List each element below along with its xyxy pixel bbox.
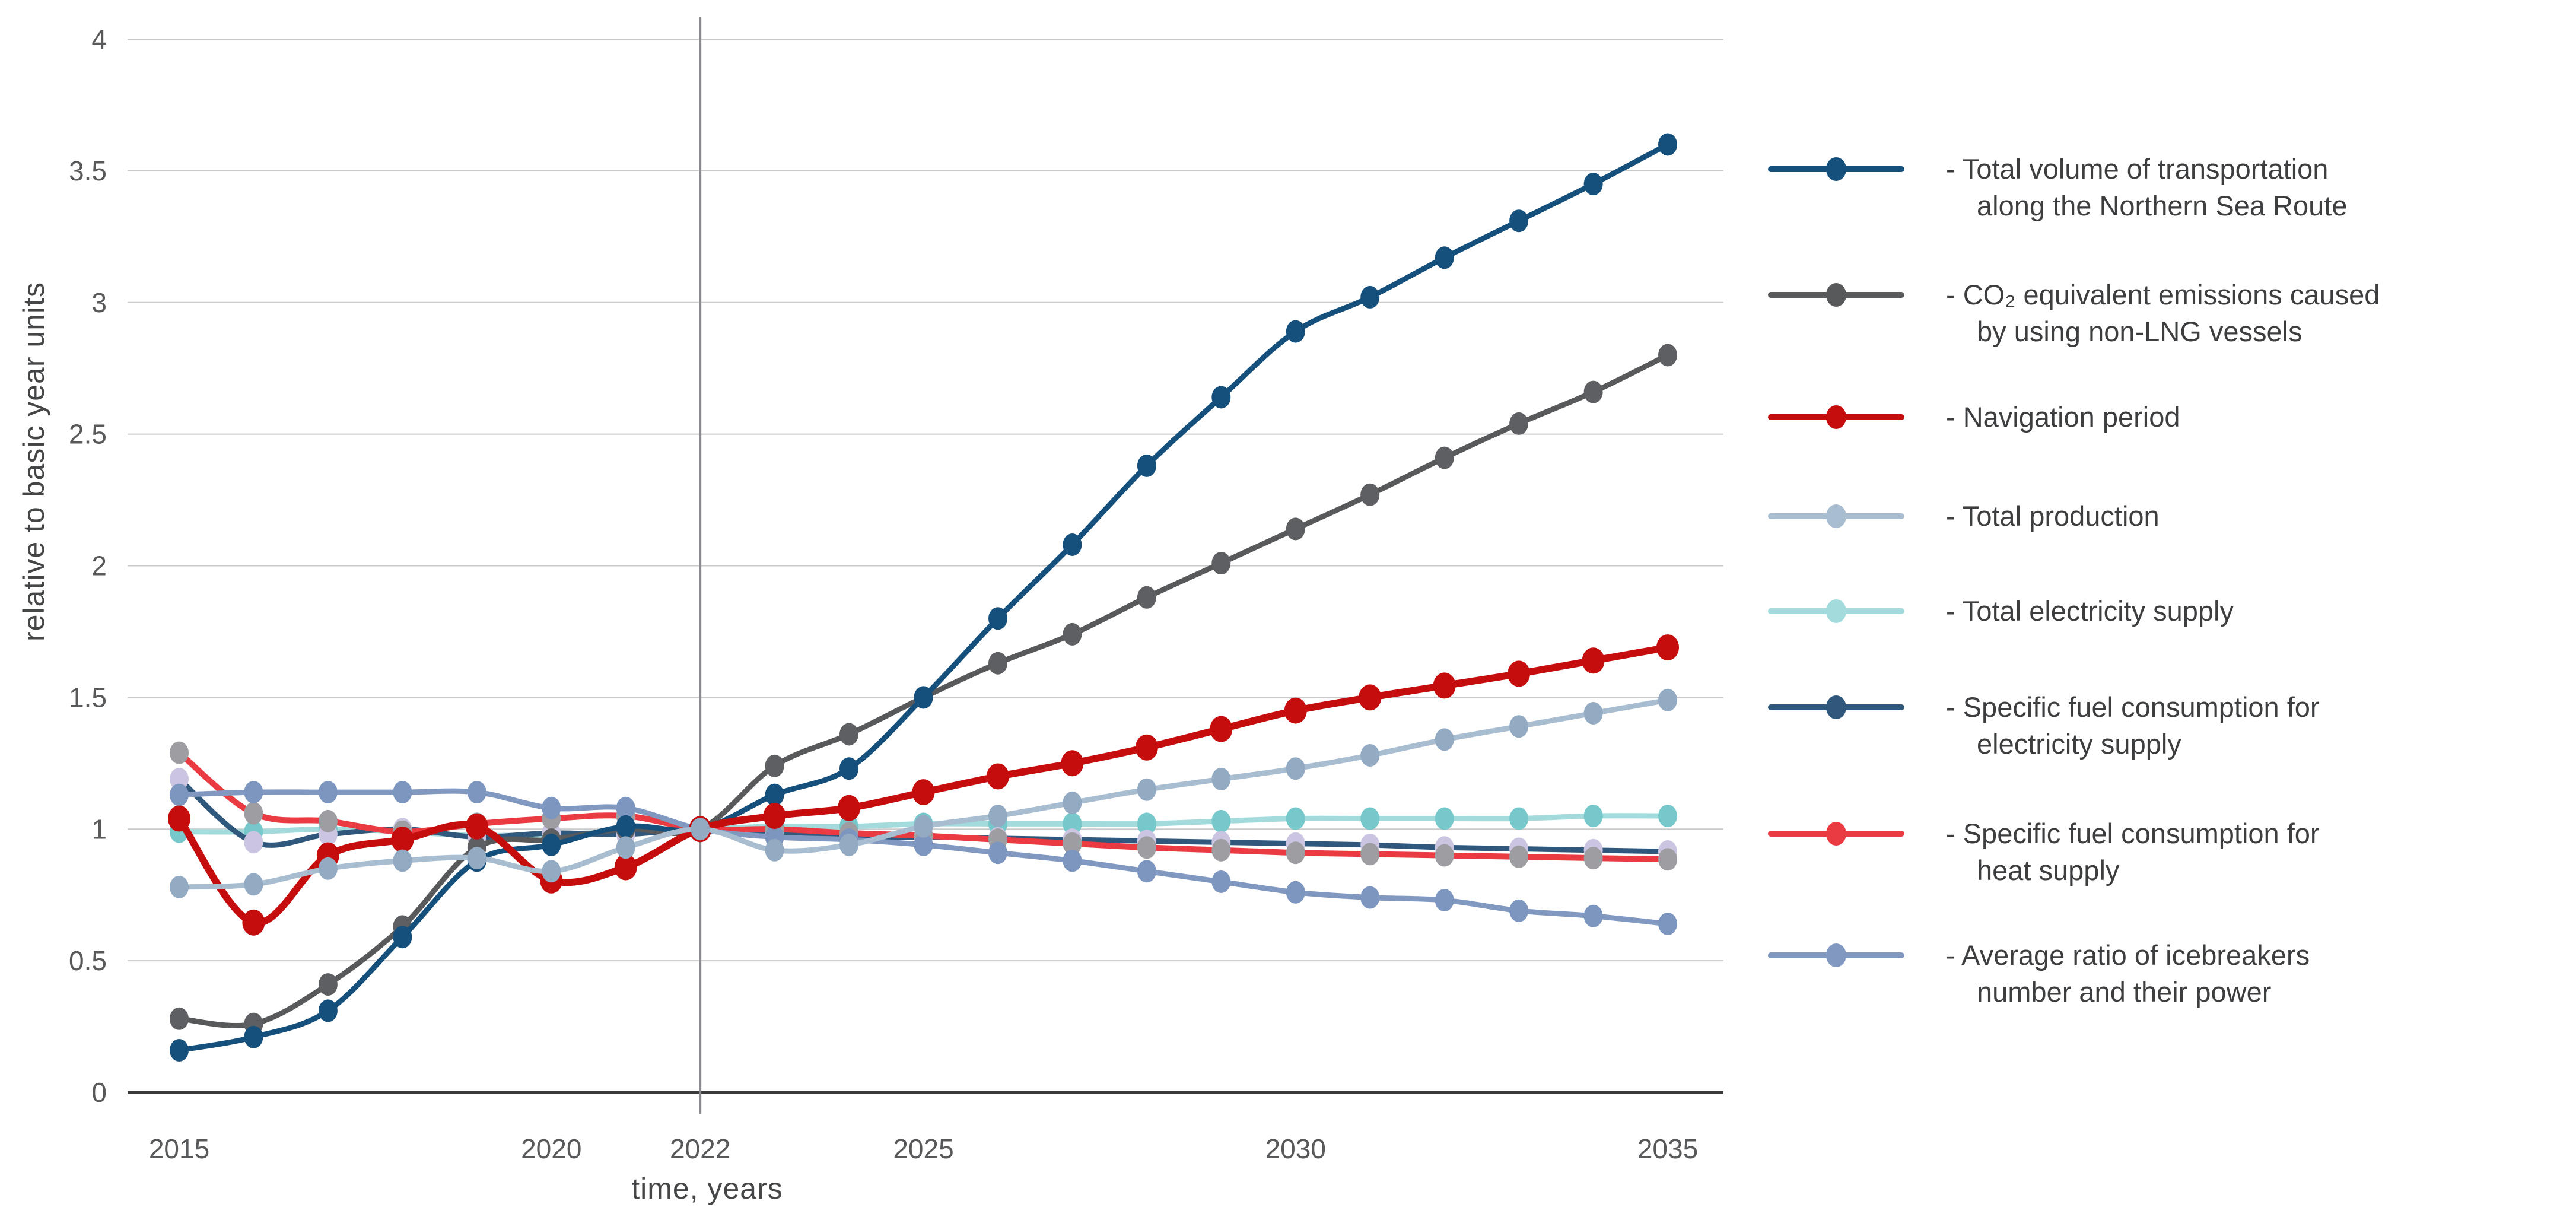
svg-text:2: 2 xyxy=(91,551,107,582)
legend-label: - Total electricity supply xyxy=(1946,595,2234,627)
x-axis-title: time, years xyxy=(631,1172,783,1205)
legend-line-dot-icon xyxy=(1768,689,1904,726)
svg-text:2035: 2035 xyxy=(1637,1133,1698,1164)
svg-text:0: 0 xyxy=(91,1077,107,1108)
legend: - Total volume of transportation along t… xyxy=(1768,0,2575,1217)
legend-line-dot-icon xyxy=(1768,498,1904,535)
legend-line-dot-icon xyxy=(1768,593,1904,630)
legend-label: - Average ratio of icebreakers number an… xyxy=(1946,939,2310,1008)
y-axis-title: relative to basic year units xyxy=(17,281,50,642)
legend-label: - Total volume of transportation along t… xyxy=(1946,153,2348,221)
svg-text:3: 3 xyxy=(91,287,107,318)
svg-text:1: 1 xyxy=(91,814,107,844)
svg-text:2015: 2015 xyxy=(149,1133,209,1164)
svg-text:0.5: 0.5 xyxy=(69,945,107,976)
legend-label: - Specific fuel consumption for electric… xyxy=(1946,691,2320,760)
svg-text:2.5: 2.5 xyxy=(69,419,107,450)
svg-text:2025: 2025 xyxy=(893,1133,953,1164)
series-total-production xyxy=(170,688,1677,898)
legend-line-dot-icon xyxy=(1768,277,1904,313)
legend-line-dot-icon xyxy=(1768,815,1904,852)
svg-text:1.5: 1.5 xyxy=(69,682,107,713)
legend-label: - Total production xyxy=(1946,500,2160,532)
svg-text:2022: 2022 xyxy=(670,1133,730,1164)
legend-label: - CO₂ equivalent emissions caused by usi… xyxy=(1946,279,2380,347)
legend-line-dot-icon xyxy=(1768,151,1904,188)
legend-line-dot-icon xyxy=(1768,399,1904,436)
legend-label: - Navigation period xyxy=(1946,401,2180,433)
series-icebreakers-ratio xyxy=(170,781,1677,935)
series-navigation-period xyxy=(168,634,1679,936)
svg-text:4: 4 xyxy=(91,24,107,55)
x-tick-labels: 2015 2020 2022 2025 2030 2035 xyxy=(149,1133,1698,1164)
gridlines xyxy=(128,39,1723,1094)
svg-text:2030: 2030 xyxy=(1265,1133,1326,1164)
y-tick-labels: 0 0.5 1 1.5 2 2.5 3 3.5 4 xyxy=(69,24,107,1108)
svg-text:3.5: 3.5 xyxy=(69,155,107,186)
svg-text:2020: 2020 xyxy=(521,1133,581,1164)
legend-line-dot-icon xyxy=(1768,937,1904,974)
legend-label: - Specific fuel consumption for heat sup… xyxy=(1946,818,2320,886)
